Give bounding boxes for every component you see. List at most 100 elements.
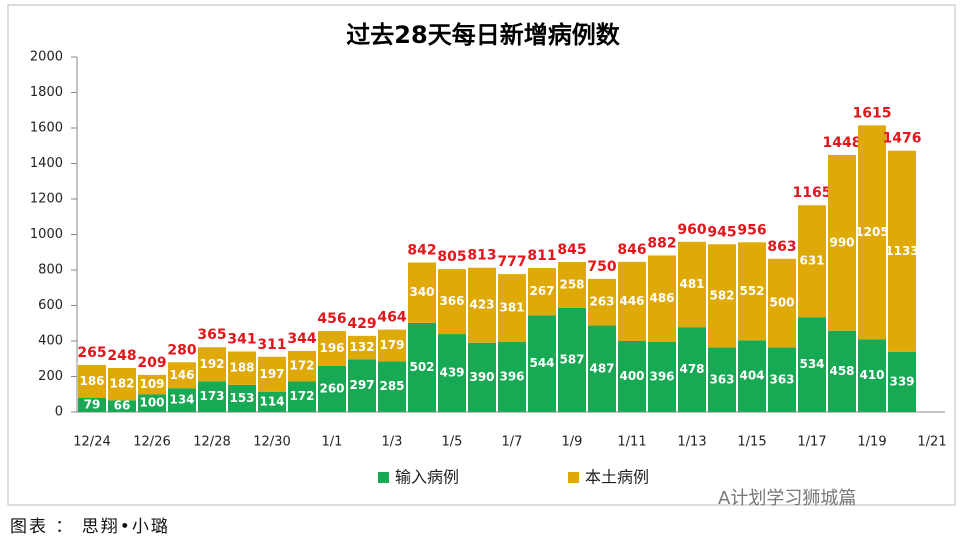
total-label: 845 xyxy=(557,242,586,258)
total-label: 777 xyxy=(497,254,526,270)
legend-label: 输入病例 xyxy=(395,468,459,487)
value-label: 544 xyxy=(529,356,554,370)
value-label: 153 xyxy=(229,391,254,405)
value-label: 404 xyxy=(739,369,764,383)
value-label: 631 xyxy=(799,254,824,268)
x-tick-label: 12/30 xyxy=(253,435,290,450)
bar-segment xyxy=(348,359,376,412)
total-label: 842 xyxy=(407,243,436,259)
legend-swatch xyxy=(568,472,579,483)
bar-segment xyxy=(468,342,496,412)
value-label: 114 xyxy=(259,394,284,408)
bar-segment xyxy=(78,397,106,412)
value-label: 423 xyxy=(469,298,494,312)
x-tick-label: 1/21 xyxy=(917,435,946,450)
y-tick-label: 1200 xyxy=(30,192,63,207)
bar-segment xyxy=(528,268,556,316)
total-label: 265 xyxy=(77,345,106,361)
x-tick-label: 1/3 xyxy=(382,435,403,450)
value-label: 260 xyxy=(319,381,344,395)
watermark: A计划学习狮城篇 xyxy=(718,488,857,509)
value-label: 182 xyxy=(109,377,134,391)
value-label: 1205 xyxy=(855,225,888,239)
total-label: 365 xyxy=(197,327,226,343)
bar-segment xyxy=(498,274,526,342)
bar-segment xyxy=(588,278,616,326)
bar-segment xyxy=(648,255,676,342)
y-tick-label: 2000 xyxy=(30,50,63,65)
x-tick-label: 1/1 xyxy=(322,435,343,450)
bar-segment xyxy=(78,364,106,398)
bar-segment xyxy=(678,241,706,328)
x-tick-label: 1/15 xyxy=(737,435,766,450)
y-tick-label: 400 xyxy=(38,334,63,349)
x-tick-label: 1/11 xyxy=(617,435,646,450)
bar-segment xyxy=(318,331,346,366)
total-label: 209 xyxy=(137,355,166,371)
value-label: 486 xyxy=(649,291,674,305)
bar-segment xyxy=(138,374,166,395)
bar-segment xyxy=(258,356,286,392)
bar-segment xyxy=(828,154,856,331)
value-label: 396 xyxy=(649,369,674,383)
value-label: 990 xyxy=(829,235,854,249)
bar-segment xyxy=(198,347,226,382)
value-label: 390 xyxy=(469,370,494,384)
bar-segment xyxy=(588,325,616,412)
bar-segment xyxy=(258,391,286,412)
total-label: 960 xyxy=(677,222,706,238)
total-label: 248 xyxy=(107,348,136,364)
bar-segment xyxy=(348,335,376,360)
bar-segment xyxy=(468,267,496,343)
y-tick-label: 1400 xyxy=(30,156,63,171)
x-tick-label: 1/7 xyxy=(502,435,523,450)
bar-segment xyxy=(228,351,256,385)
total-label: 750 xyxy=(587,259,616,275)
x-tick-label: 1/13 xyxy=(677,435,706,450)
value-label: 587 xyxy=(559,352,584,366)
value-label: 502 xyxy=(409,360,434,374)
y-tick-label: 600 xyxy=(38,298,63,313)
bar-segment xyxy=(738,340,766,412)
y-tick-label: 1000 xyxy=(30,227,63,242)
value-label: 446 xyxy=(619,294,644,308)
bar-segment xyxy=(888,150,916,352)
value-label: 188 xyxy=(229,361,254,375)
total-label: 882 xyxy=(647,235,676,251)
bar-segment xyxy=(438,269,466,335)
value-label: 458 xyxy=(829,364,854,378)
bar-segment xyxy=(408,322,436,412)
chart-title: 过去28天每日新增病例数 xyxy=(346,21,620,49)
total-label: 341 xyxy=(227,331,256,347)
value-label: 79 xyxy=(84,397,101,411)
total-label: 280 xyxy=(167,342,196,358)
total-label: 1165 xyxy=(793,185,832,201)
total-label: 456 xyxy=(317,311,346,327)
value-label: 340 xyxy=(409,285,434,299)
value-label: 410 xyxy=(859,368,884,382)
y-tick-label: 1800 xyxy=(30,85,63,100)
x-tick-label: 1/5 xyxy=(442,435,463,450)
x-tick-label: 12/28 xyxy=(193,435,230,450)
total-label: 811 xyxy=(527,248,556,264)
value-label: 481 xyxy=(679,277,704,291)
bar-segment xyxy=(498,341,526,412)
bar-segment xyxy=(378,361,406,412)
total-label: 805 xyxy=(437,249,466,265)
bar-segment xyxy=(408,262,436,323)
bar-segment xyxy=(558,262,586,308)
value-label: 192 xyxy=(199,357,224,371)
value-label: 132 xyxy=(349,340,374,354)
value-label: 100 xyxy=(139,396,164,410)
bar-segment xyxy=(438,334,466,412)
bar-segment xyxy=(378,329,406,362)
total-label: 429 xyxy=(347,316,376,332)
value-label: 134 xyxy=(169,393,194,407)
bar-segment xyxy=(768,258,796,348)
x-tick-label: 1/17 xyxy=(797,435,826,450)
chart-frame xyxy=(7,4,956,506)
bar-segment xyxy=(138,394,166,412)
value-label: 363 xyxy=(709,372,734,386)
